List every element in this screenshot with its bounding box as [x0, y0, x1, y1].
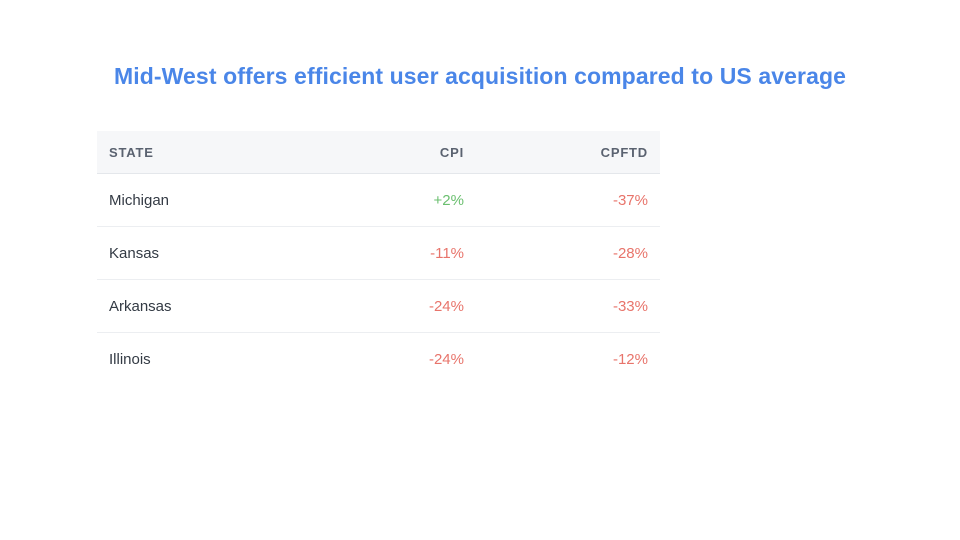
cpi-cell: -11%: [292, 226, 476, 280]
cpi-cell: +2%: [292, 173, 476, 227]
header-state: STATE: [97, 131, 292, 174]
slide-title: Mid-West offers efficient user acquisiti…: [113, 63, 847, 89]
header-cpi: CPI: [292, 131, 476, 174]
cpftd-cell: -12%: [612, 350, 648, 368]
comparison-table: STATE CPI CPFTD Michigan +2% -37% Kansas…: [97, 131, 660, 385]
table-row: Kansas -11% -28%: [97, 226, 660, 280]
table-header-row: STATE CPI CPFTD: [97, 131, 660, 174]
table-row: Illinois -24% -12%: [97, 333, 660, 386]
cpi-cell: -24%: [292, 279, 476, 333]
header-cpftd: CPFTD: [476, 131, 660, 174]
cpi-cell: -24%: [428, 350, 464, 368]
state-cell: Kansas: [97, 226, 292, 280]
cpftd-cell: -28%: [476, 226, 660, 280]
state-cell: Arkansas: [97, 279, 292, 333]
state-cell: Michigan: [97, 173, 292, 227]
table-row: Michigan +2% -37%: [97, 173, 660, 227]
cpftd-cell: -33%: [476, 279, 660, 333]
table-row: Arkansas -24% -33%: [97, 279, 660, 333]
state-cell: Illinois: [109, 350, 151, 368]
cpftd-cell: -37%: [476, 173, 660, 227]
